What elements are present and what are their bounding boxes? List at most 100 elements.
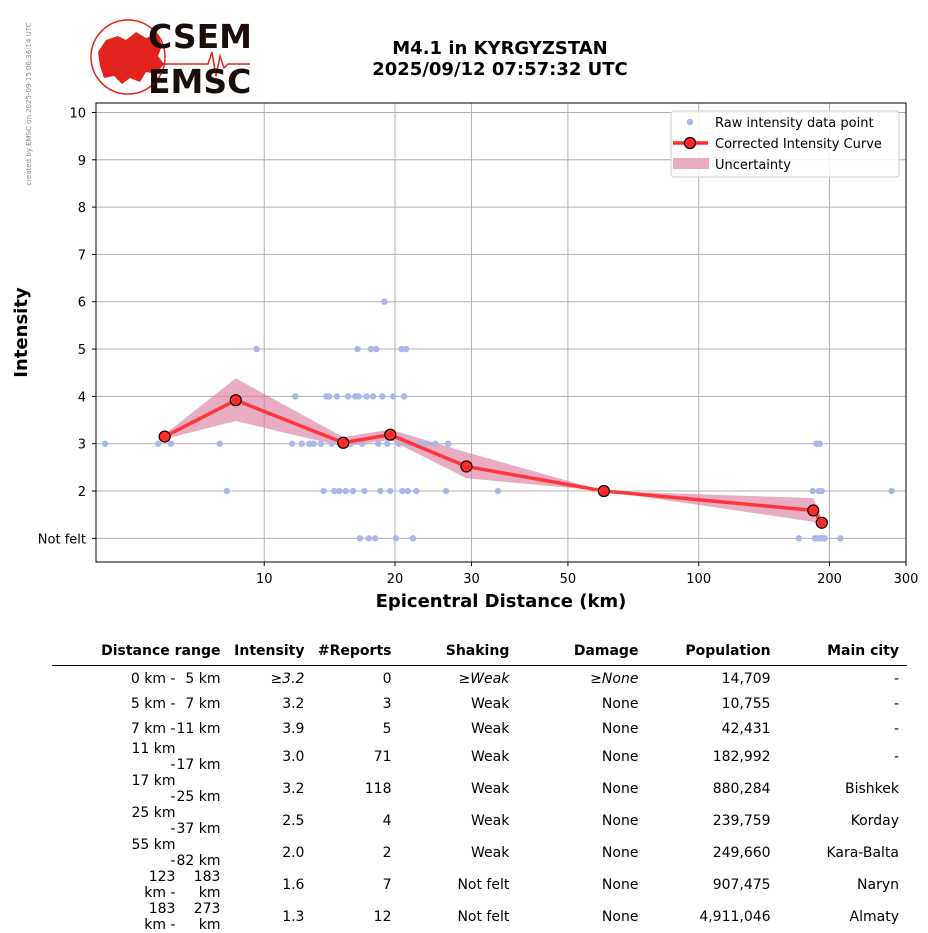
cell-main-city: - <box>779 691 907 716</box>
raw-data-point <box>343 488 349 494</box>
cell-intensity: 3.2 <box>228 773 312 805</box>
table-header-row: Distance range Intensity #Reports Shakin… <box>52 641 907 666</box>
raw-data-point <box>393 535 399 541</box>
y-tick-label: 2 <box>78 485 86 500</box>
raw-data-point <box>387 488 393 494</box>
raw-data-point <box>422 441 428 447</box>
raw-data-point <box>224 488 230 494</box>
raw-data-point <box>311 441 317 447</box>
cell-shaking: ≥Weak <box>399 666 517 692</box>
raw-data-point <box>432 441 438 447</box>
legend-band-swatch <box>673 158 709 169</box>
raw-data-point <box>443 488 449 494</box>
cell-main-city: Naryn <box>779 869 907 901</box>
cell-distance-range: 11 km -17 km <box>52 741 228 773</box>
intensity-curve-point <box>230 395 241 406</box>
intensity-curve-point <box>808 505 819 516</box>
legend-label: Uncertainty <box>715 158 791 173</box>
raw-data-point <box>336 488 342 494</box>
cell-main-city: - <box>779 741 907 773</box>
raw-data-point <box>495 488 501 494</box>
cell-distance-range: 183 km -273 km <box>52 901 228 933</box>
cell-damage: None <box>517 691 646 716</box>
y-tick-label: 4 <box>78 390 86 405</box>
raw-data-point <box>102 441 108 447</box>
cell-population: 182,992 <box>646 741 778 773</box>
cell-population: 880,284 <box>646 773 778 805</box>
raw-data-point <box>217 441 223 447</box>
cell-population: 907,475 <box>646 869 778 901</box>
x-axis-label: Epicentral Distance (km) <box>376 591 627 612</box>
raw-data-point <box>381 299 387 305</box>
x-tick-label: 100 <box>686 572 711 587</box>
raw-data-point <box>810 488 816 494</box>
cell-shaking: Not felt <box>399 901 517 933</box>
raw-data-point <box>413 488 419 494</box>
y-tick-label: 6 <box>78 296 86 311</box>
cell-distance-hi: 273 km <box>175 901 220 933</box>
raw-data-point <box>155 441 161 447</box>
cell-distance-hi: 5 km <box>175 671 220 687</box>
cell-damage: ≥None <box>517 666 646 692</box>
cell-main-city: - <box>779 666 907 692</box>
cell-reports: 7 <box>312 869 399 901</box>
cell-distance-hi: 82 km <box>175 853 220 869</box>
cell-intensity: 3.2 <box>228 691 312 716</box>
intensity-curve-point <box>461 461 472 472</box>
raw-data-point <box>403 346 409 352</box>
y-axis-label: Intensity <box>11 287 32 378</box>
cell-distance-hi: 37 km <box>175 821 220 837</box>
cell-intensity: 3.9 <box>228 716 312 741</box>
y-tick-label: 10 <box>69 106 86 121</box>
raw-data-point <box>888 488 894 494</box>
raw-data-point <box>796 535 802 541</box>
raw-data-point <box>168 441 174 447</box>
cell-distance-lo: 0 km - <box>123 671 175 687</box>
raw-data-point <box>363 393 369 399</box>
cell-distance-range: 0 km -5 km <box>52 666 228 692</box>
cell-distance-lo: 5 km - <box>123 696 175 712</box>
cell-distance-lo: 183 km - <box>123 901 175 933</box>
cell-damage: None <box>517 901 646 933</box>
cell-distance-lo: 11 km - <box>123 741 175 773</box>
cell-intensity: 2.0 <box>228 837 312 869</box>
header-reports: #Reports <box>312 641 399 666</box>
legend-label: Raw intensity data point <box>715 116 874 131</box>
cell-distance-lo: 17 km - <box>123 773 175 805</box>
raw-data-point <box>357 535 363 541</box>
cell-reports: 118 <box>312 773 399 805</box>
raw-data-point <box>373 346 379 352</box>
cell-intensity: 1.3 <box>228 901 312 933</box>
cell-reports: 3 <box>312 691 399 716</box>
y-tick-label: 7 <box>78 248 86 263</box>
cell-damage: None <box>517 741 646 773</box>
raw-data-point <box>377 488 383 494</box>
cell-shaking: Weak <box>399 716 517 741</box>
raw-data-point <box>819 488 825 494</box>
legend-label: Corrected Intensity Curve <box>715 137 882 152</box>
uncertainty-band-layer <box>165 378 822 526</box>
cell-shaking: Weak <box>399 773 517 805</box>
cell-damage: None <box>517 869 646 901</box>
raw-data-point <box>410 535 416 541</box>
cell-intensity: ≥3.2 <box>228 666 312 692</box>
cell-damage: None <box>517 805 646 837</box>
header-intensity: Intensity <box>228 641 312 666</box>
raw-data-point <box>299 441 305 447</box>
cell-reports: 71 <box>312 741 399 773</box>
y-tick-label: Not felt <box>38 532 86 547</box>
intensity-curve-point <box>598 486 609 497</box>
cell-damage: None <box>517 837 646 869</box>
cell-distance-lo: 25 km - <box>123 805 175 837</box>
raw-data-point <box>822 535 828 541</box>
summary-table: Distance range Intensity #Reports Shakin… <box>52 641 907 933</box>
raw-data-point <box>318 441 324 447</box>
